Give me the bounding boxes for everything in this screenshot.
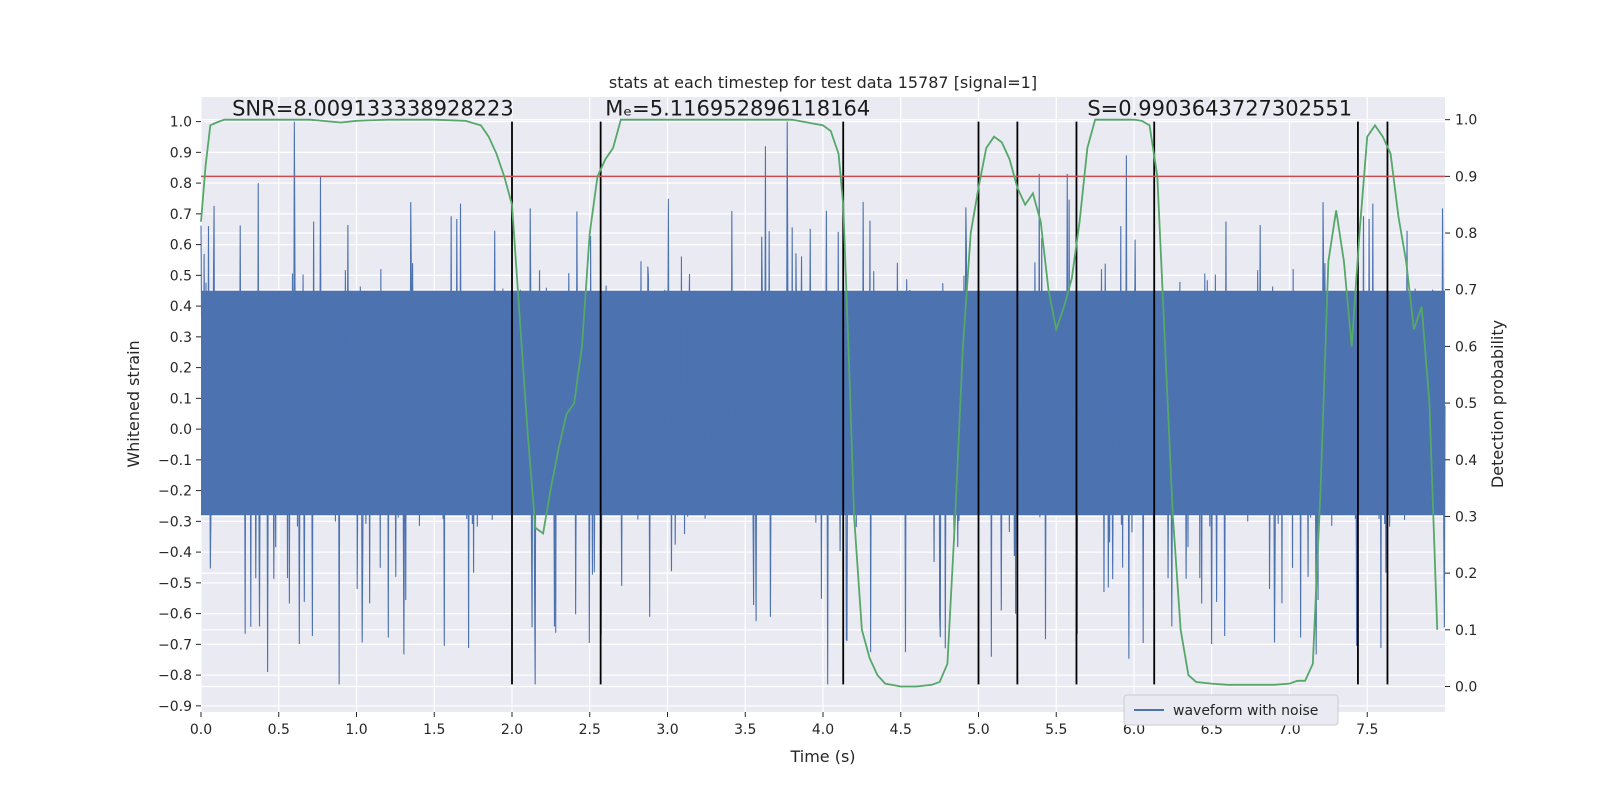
y-tick-label: 0.8 [170,176,192,192]
y-tick-label: −0.7 [158,637,192,653]
axis-ticks: 0.0 0.5 1.0 1.5 2.0 2.5 3.0 3.5 4.0 4.5 5.0 5.5 6.0 6… [158,113,1477,738]
waveform-trace [200,121,1446,685]
x-tick-label: 3.0 [656,722,678,738]
y-right-tick-label: 0.2 [1455,566,1477,582]
y-tick-label: 0.7 [170,207,192,223]
x-tick-label: 4.5 [890,722,912,738]
y-right-tick-label: 1.0 [1455,113,1477,129]
y-right-tick-label: 0.1 [1455,623,1477,639]
annotations: SNR=8.009133338928223 Mₑ=5.11695289611816… [232,96,1352,120]
y-tick-label: 0.6 [170,238,192,254]
stat-annotation: Mₑ=5.116952896118164 [605,96,870,120]
x-tick-label: 0.0 [190,722,212,738]
y-right-axis-label: Detection probability [1488,320,1507,488]
y-tick-label: 0.3 [170,330,192,346]
x-axis-label: Time (s) [789,747,855,766]
x-tick-label: 1.5 [423,722,445,738]
x-tick-label: 5.5 [1045,722,1067,738]
y-tick-label: 0.9 [170,145,192,161]
y-tick-label: −0.1 [158,453,192,469]
legend-box [1123,694,1339,726]
x-tick-label: 1.0 [345,722,367,738]
x-tick-label: 3.5 [734,722,756,738]
y-tick-label: −0.9 [158,699,192,715]
legend: waveform with noise [1123,694,1339,726]
x-tick-label: 6.0 [1123,722,1145,738]
x-tick-label: 5.0 [967,722,989,738]
stat-annotation: SNR=8.009133338928223 [232,96,514,120]
x-tick-label: 7.0 [1278,722,1300,738]
y-tick-label: −0.6 [158,607,192,623]
y-tick-label: −0.5 [158,576,192,592]
y-right-tick-label: 0.3 [1455,509,1477,525]
y-right-tick-label: 0.6 [1455,339,1477,355]
x-tick-label: 7.5 [1356,722,1378,738]
y-right-tick-label: 0.8 [1455,226,1477,242]
chart-title: stats at each timestep for test data 157… [609,73,1037,92]
y-tick-label: −0.4 [158,545,192,561]
stat-annotation: S=0.9903643727302551 [1087,96,1352,120]
x-tick-label: 2.0 [501,722,523,738]
x-tick-label: 4.0 [812,722,834,738]
y-right-tick-label: 0.0 [1455,679,1477,695]
y-tick-label: −0.3 [158,514,192,530]
y-right-tick-label: 0.7 [1455,283,1477,299]
y-tick-label: −0.2 [158,484,192,500]
y-tick-label: 0.1 [170,391,192,407]
x-tick-label: 2.5 [579,722,601,738]
x-tick-label: 6.5 [1201,722,1223,738]
x-tick-label: 0.5 [268,722,290,738]
y-right-tick-label: 0.9 [1455,169,1477,185]
legend-entry: waveform with noise [1173,703,1318,719]
y-right-tick-label: 0.4 [1455,453,1477,469]
y-tick-label: 0.5 [170,268,192,284]
y-axis-label: Whitened strain [124,340,143,467]
probability-line [200,118,1439,688]
y-tick-label: −0.8 [158,668,192,684]
waveform-series [200,121,1446,685]
y-tick-label: 1.0 [170,115,192,131]
y-right-tick-label: 0.5 [1455,396,1477,412]
y-tick-label: 0.2 [170,361,192,377]
y-tick-label: 0.4 [170,299,192,315]
y-tick-label: 0.0 [170,422,192,438]
probability-series [200,118,1439,688]
